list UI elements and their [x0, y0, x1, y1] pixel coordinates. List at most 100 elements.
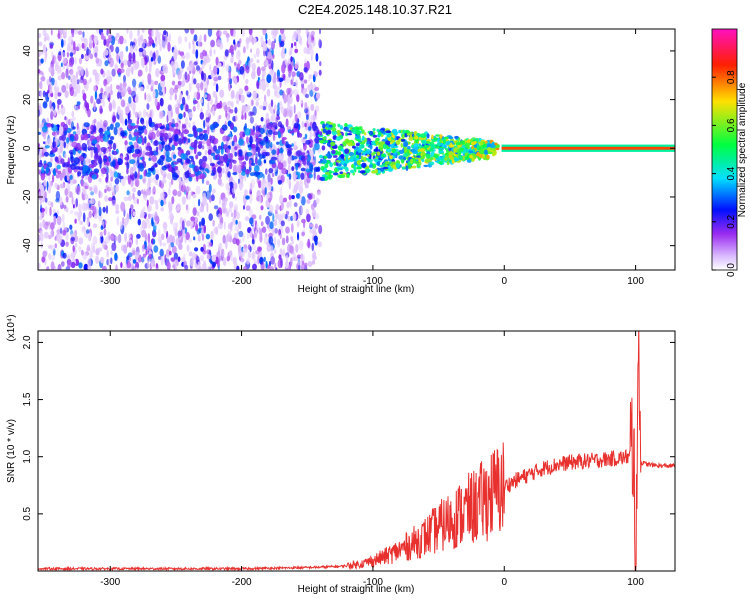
heatmap-cell — [191, 157, 194, 162]
heatmap-cell — [206, 77, 209, 86]
heatmap-cell — [416, 155, 421, 158]
heatmap-cell — [129, 65, 133, 72]
heatmap-cell — [93, 35, 98, 45]
heatmap-cell — [277, 130, 281, 139]
heatmap-cell — [199, 34, 202, 42]
heatmap-cell — [186, 194, 192, 200]
heatmap-cell — [204, 168, 209, 172]
heatmap-cell — [297, 34, 302, 45]
heatmap-cell — [253, 165, 260, 173]
heatmap-cell — [65, 162, 69, 167]
heatmap-cell — [255, 130, 260, 137]
heatmap-cell — [197, 198, 201, 207]
heatmap-cell — [163, 173, 167, 178]
heatmap-cell — [144, 194, 148, 202]
heatmap-cell — [297, 111, 302, 119]
heatmap-cell — [215, 94, 218, 105]
heatmap-cell — [291, 71, 296, 77]
heatmap-cell — [73, 29, 79, 35]
heatmap-cell — [409, 158, 414, 164]
heatmap-cell — [93, 118, 97, 124]
heatmap-cell — [279, 29, 285, 34]
heatmap-cell — [55, 168, 58, 173]
heatmap-cell — [192, 207, 197, 216]
heatmap-cell — [348, 158, 354, 163]
heatmap-x-ticks: -300 -200 -100 0 100 — [100, 29, 644, 287]
heatmap-cell — [205, 121, 210, 128]
heatmap-cell — [222, 257, 227, 267]
heatmap-cell — [302, 260, 304, 265]
heatmap-cell — [100, 167, 107, 174]
heatmap-cell — [193, 142, 198, 150]
heatmap-cell — [193, 61, 198, 66]
heatmap-cell — [104, 91, 110, 99]
heatmap-cell — [192, 125, 197, 131]
heatmap-cell — [286, 144, 292, 149]
heatmap-cell — [440, 158, 444, 163]
heatmap-cell — [248, 29, 253, 35]
heatmap-cell — [141, 137, 145, 146]
heatmap-cell — [310, 203, 315, 211]
heatmap-cell — [64, 188, 69, 197]
heatmap-cell — [60, 158, 65, 165]
heatmap-cell — [248, 111, 254, 117]
heatmap-cell — [206, 93, 211, 102]
heatmap-cell — [414, 150, 418, 155]
heatmap-cell — [277, 229, 280, 237]
heatmap-cell — [271, 30, 274, 36]
heatmap-cell — [478, 141, 484, 146]
heatmap-cell — [110, 176, 113, 182]
heatmap-cell — [215, 226, 219, 236]
heatmap-cell — [147, 204, 152, 212]
heatmap-cell — [274, 262, 277, 269]
heatmap-cell — [206, 254, 211, 260]
heatmap-cell — [120, 68, 125, 73]
heatmap-cell — [168, 207, 172, 217]
heatmap-cell — [403, 147, 408, 153]
heatmap-cell — [116, 84, 120, 90]
heatmap-cell — [39, 184, 44, 192]
heatmap-cell — [135, 261, 140, 270]
heatmap-cell — [200, 81, 204, 91]
heatmap-cell — [298, 186, 304, 194]
heatmap-cell — [248, 146, 252, 151]
heatmap-cell — [307, 35, 312, 45]
heatmap-cell — [251, 244, 257, 251]
heatmap-cell — [172, 67, 177, 76]
heatmap-cell — [286, 201, 290, 209]
heatmap-cell — [145, 119, 149, 130]
heatmap-cell — [166, 261, 171, 270]
heatmap-cell — [296, 94, 300, 103]
heatmap-cell — [62, 229, 67, 236]
heatmap-cell — [448, 151, 455, 157]
heatmap-cell — [203, 119, 206, 129]
heatmap-cell — [167, 132, 172, 139]
heatmap-cell — [445, 141, 451, 146]
heatmap-cell — [487, 147, 492, 152]
heatmap-cell — [246, 231, 250, 239]
heatmap-cell — [153, 140, 159, 147]
heatmap-cell — [402, 129, 406, 135]
heatmap-cell — [129, 159, 136, 165]
heatmap-cell — [90, 198, 95, 205]
heatmap-cell — [78, 210, 83, 218]
heatmap-cell — [281, 212, 286, 219]
heatmap-cell — [61, 134, 66, 142]
heatmap-cell — [39, 70, 43, 75]
heatmap-cell — [246, 136, 249, 144]
heatmap-cell — [106, 172, 109, 181]
heatmap-cell — [199, 52, 204, 60]
heatmap-cell — [355, 142, 360, 147]
heatmap-cell — [268, 204, 274, 213]
heatmap-cell — [239, 239, 242, 244]
heatmap-cell — [165, 150, 170, 159]
heatmap-cell — [293, 104, 296, 114]
heatmap-cell — [304, 177, 307, 186]
heatmap-cell — [59, 196, 63, 206]
heatmap-cell — [256, 223, 259, 231]
heatmap-cell — [119, 175, 124, 180]
heatmap-cell — [142, 150, 146, 157]
heatmap-cell — [196, 229, 201, 235]
heatmap-cell — [165, 123, 170, 131]
heatmap-cell — [165, 35, 169, 46]
